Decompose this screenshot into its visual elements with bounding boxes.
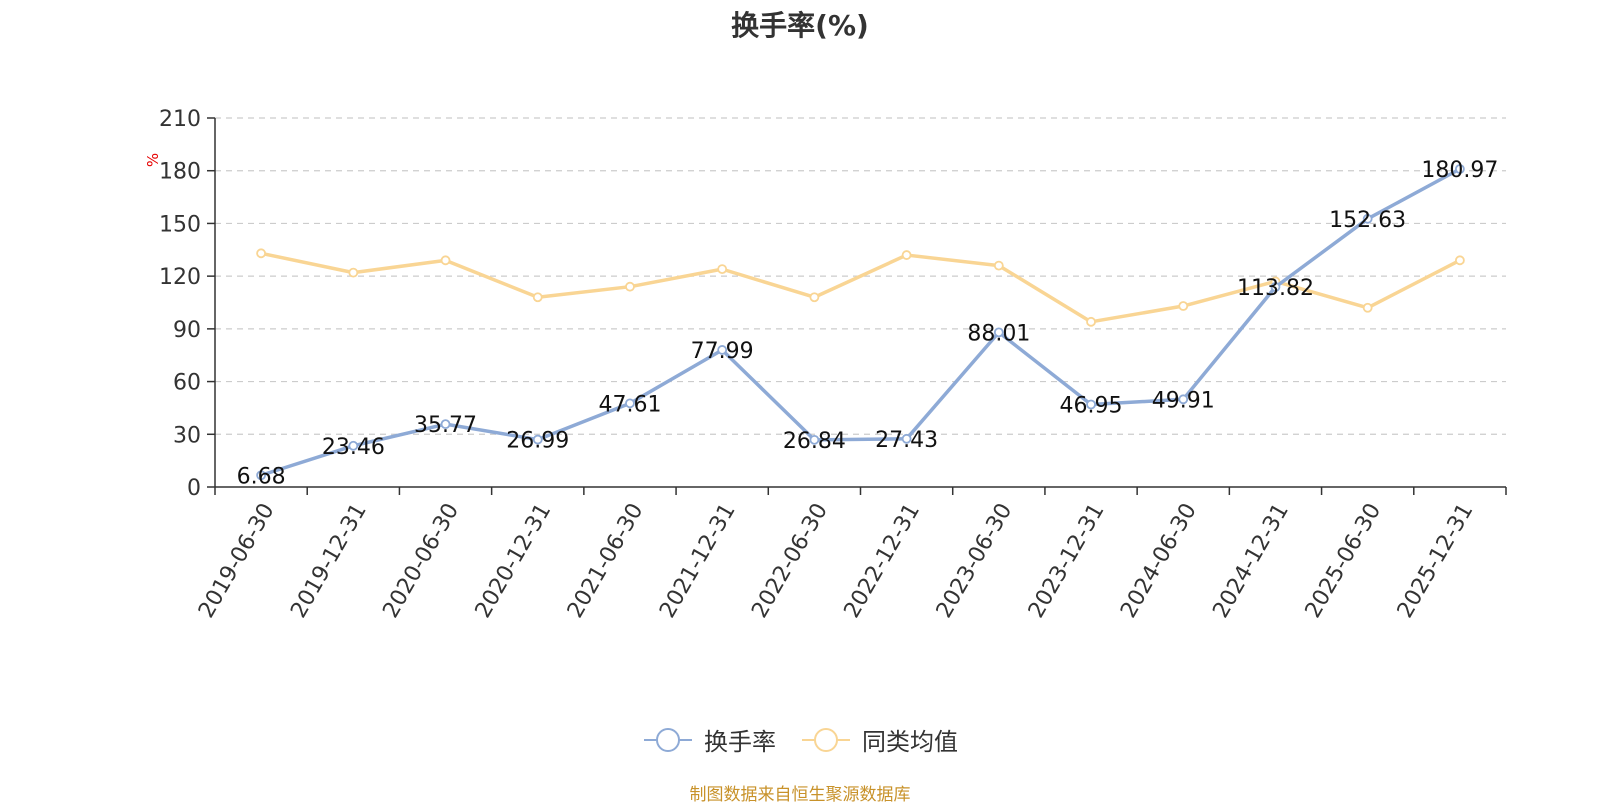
y-tick-label: 180 [159, 160, 201, 185]
data-point-turnover [1178, 394, 1189, 405]
x-tick-label: 2023-12-31 [1024, 499, 1110, 622]
data-point-turnover [717, 345, 728, 355]
x-tick-label: 2019-12-31 [286, 499, 372, 622]
x-tick-label: 2024-06-30 [1116, 499, 1202, 622]
data-label-turnover: 113.82 [1237, 276, 1314, 301]
data-point-peer-average [1178, 301, 1189, 311]
legend-marker-turnover [644, 727, 692, 752]
data-labels: 6.68 23.46 35.77 26.99 47.61 77.99 26.84 27.43 8… [237, 158, 1499, 489]
data-point-turnover [1086, 399, 1096, 410]
y-tick-label: 90 [173, 318, 201, 343]
data-point-peer-average [532, 292, 543, 303]
data-label-turnover: 152.63 [1329, 208, 1406, 233]
data-label-turnover: 46.95 [1060, 394, 1123, 419]
data-point-turnover [1270, 282, 1281, 292]
y-tick-label: 150 [159, 212, 201, 237]
data-point-turnover [348, 440, 359, 451]
data-point-peer-average [993, 260, 1004, 271]
y-tick-label: 120 [159, 265, 201, 290]
y-axis-unit-label: % [144, 153, 162, 167]
x-tick-label: 2020-06-30 [378, 499, 464, 622]
data-point-turnover [1454, 164, 1465, 174]
y-tick-label: 210 [159, 107, 201, 132]
data-point-turnover [256, 470, 267, 481]
source-note: 制图数据来自恒生聚源数据库 [689, 785, 911, 805]
data-label-turnover: 49.91 [1152, 388, 1215, 413]
data-label-turnover: 26.84 [783, 429, 846, 454]
data-point-turnover [993, 327, 1004, 338]
y-tick-label: 60 [173, 371, 201, 396]
data-point-peer-average [256, 248, 267, 259]
data-label-turnover: 26.99 [506, 429, 569, 454]
chart-title: 换手率(%) [731, 9, 869, 42]
y-tick-label: 30 [173, 423, 201, 448]
data-point-peer-average [348, 267, 359, 278]
data-point-peer-average [809, 292, 820, 303]
x-tick-label: 2024-12-31 [1208, 499, 1294, 622]
x-tick-label: 2021-06-30 [563, 499, 649, 622]
data-point-peer-average [1362, 302, 1373, 313]
data-label-turnover: 27.43 [875, 428, 938, 453]
data-label-turnover: 180.97 [1421, 158, 1498, 183]
data-label-turnover: 77.99 [691, 339, 754, 364]
data-point-peer-average [1086, 316, 1096, 327]
y-tick-label: 0 [187, 476, 201, 501]
series-line-peer-average [260, 251, 1461, 324]
legend: 换手率 同类均值 [0, 722, 1600, 757]
data-point-turnover [901, 433, 912, 444]
data-point-peer-average [440, 255, 451, 266]
data-label-turnover: 47.61 [598, 392, 661, 417]
legend-label-peer-average: 同类均值 [862, 728, 958, 756]
data-point-peer-average [901, 250, 912, 260]
x-tick-label: 2022-12-31 [840, 499, 926, 622]
data-point-peer-average [1454, 255, 1465, 266]
data-label-turnover: 23.46 [322, 435, 385, 460]
x-tick-label: 2019-06-30 [194, 499, 280, 622]
data-point-turnover [1362, 213, 1373, 224]
data-point-turnover [532, 434, 543, 445]
legend-item-turnover[interactable]: 换手率 [642, 722, 776, 757]
data-point-peer-average [625, 281, 635, 292]
series [256, 164, 1465, 481]
data-label-turnover: 6.68 [237, 464, 286, 489]
data-point-turnover [625, 398, 635, 409]
legend-label-turnover: 换手率 [704, 728, 776, 756]
data-label-turnover: 35.77 [414, 413, 477, 438]
series-line-turnover [260, 167, 1461, 477]
data-label-turnover: 88.01 [967, 321, 1030, 346]
x-tick-label: 2020-12-31 [471, 499, 557, 622]
x-tick-label: 2021-12-31 [655, 499, 741, 622]
x-tick-label: 2023-06-30 [932, 499, 1018, 622]
data-point-peer-average [717, 264, 728, 275]
x-tick-label: 2025-12-31 [1393, 499, 1479, 622]
legend-marker-peer-average [802, 727, 850, 752]
x-tick-label: 2025-06-30 [1301, 499, 1387, 622]
x-tick-label: 2022-06-30 [747, 499, 833, 622]
data-point-turnover [440, 419, 451, 430]
data-point-turnover [809, 434, 820, 445]
legend-item-peer-average[interactable]: 同类均值 [800, 722, 958, 757]
